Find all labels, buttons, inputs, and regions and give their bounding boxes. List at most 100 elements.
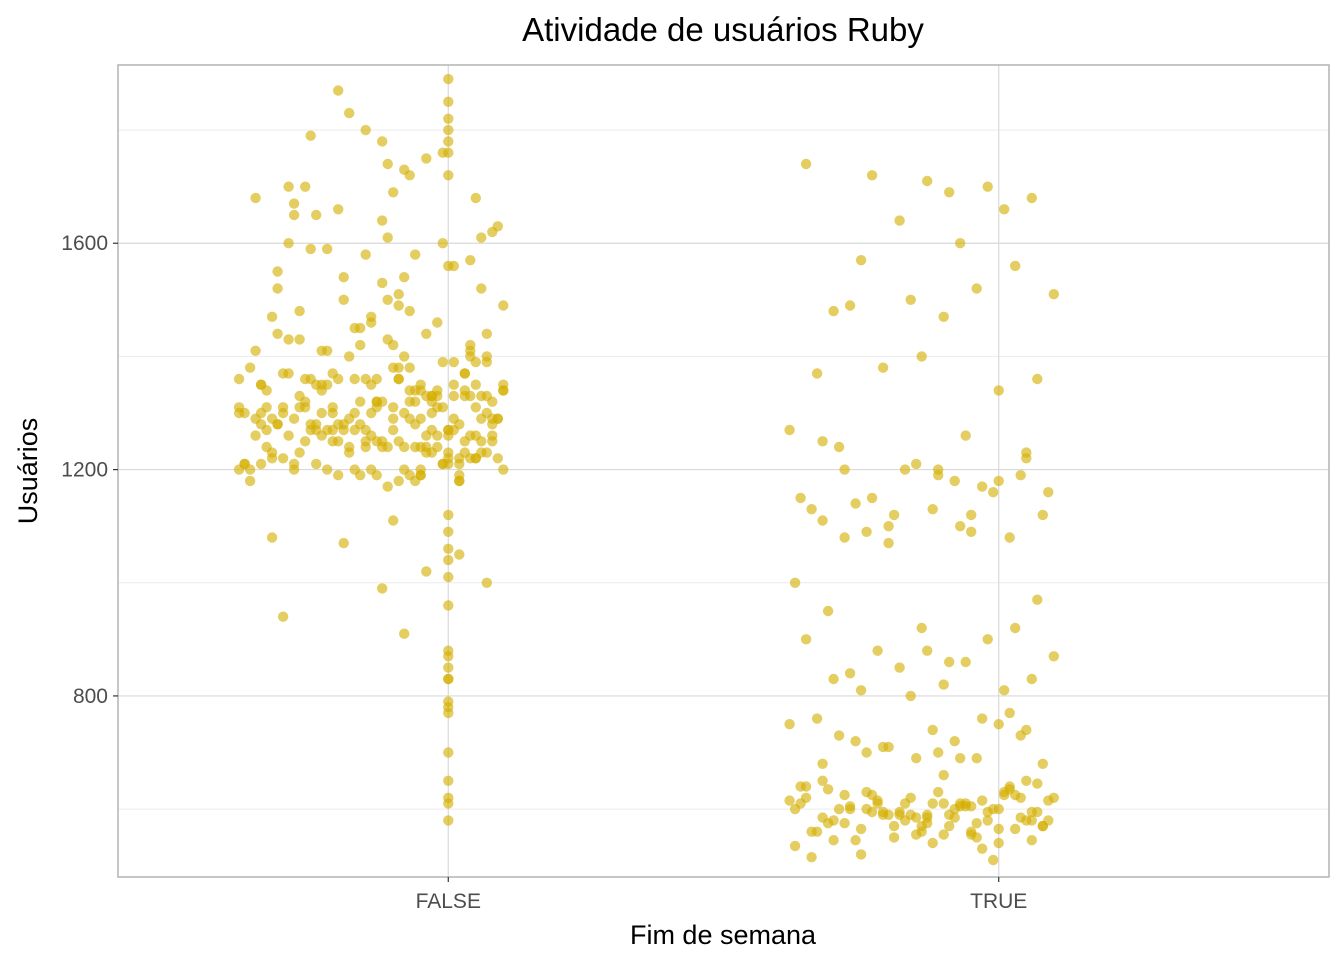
data-point: [971, 753, 982, 764]
data-point: [426, 390, 437, 402]
data-point: [294, 305, 305, 317]
data-point: [366, 430, 377, 441]
data-point: [338, 537, 349, 549]
data-point: [443, 458, 454, 470]
data-point: [977, 481, 988, 492]
data-point: [355, 419, 366, 430]
data-point: [922, 812, 933, 823]
data-point: [872, 645, 883, 656]
data-point: [905, 294, 916, 305]
data-point: [833, 730, 845, 741]
data-point: [465, 339, 476, 351]
data-point: [866, 789, 878, 801]
data-point: [888, 832, 900, 843]
data-point: [404, 305, 415, 317]
data-point: [266, 311, 278, 322]
data-point: [311, 419, 322, 430]
data-point: [944, 820, 955, 832]
data-point: [982, 634, 993, 645]
data-point: [872, 798, 883, 809]
data-point: [988, 854, 999, 866]
data-point: [993, 385, 1004, 396]
data-point: [1010, 260, 1021, 272]
data-point: [443, 124, 454, 136]
data-point: [421, 430, 432, 441]
data-point: [454, 470, 465, 481]
data-point: [1043, 487, 1054, 498]
data-point: [272, 328, 283, 339]
data-point: [922, 175, 933, 187]
data-point: [1026, 815, 1038, 826]
data-point: [866, 492, 878, 504]
data-point: [492, 453, 503, 464]
data-point: [344, 351, 355, 362]
data-point: [795, 798, 806, 809]
data-point: [877, 362, 889, 373]
data-point: [300, 181, 311, 192]
data-point: [806, 504, 817, 515]
data-point: [487, 413, 498, 424]
data-point: [999, 685, 1010, 696]
data-point: [498, 300, 509, 311]
data-point: [487, 430, 498, 441]
data-point: [1032, 594, 1043, 605]
data-point: [977, 795, 988, 806]
data-point: [855, 685, 867, 696]
data-point: [949, 736, 960, 747]
data-point: [1043, 795, 1054, 806]
data-point: [311, 209, 322, 221]
data-point: [448, 379, 459, 390]
data-point: [443, 673, 454, 685]
data-point: [1021, 775, 1032, 786]
data-point: [399, 464, 410, 475]
data-point: [366, 407, 377, 419]
data-point: [333, 85, 344, 96]
data-point: [933, 747, 944, 758]
data-point: [316, 385, 327, 396]
data-point: [432, 317, 443, 328]
x-tick-label: FALSE: [416, 890, 481, 913]
data-point: [244, 362, 256, 373]
data-point: [899, 798, 911, 809]
data-point: [883, 537, 894, 549]
x-axis-title: Fim de semana: [630, 920, 817, 950]
data-point: [443, 747, 454, 758]
data-point: [377, 436, 388, 447]
data-point: [349, 373, 360, 385]
data-point: [916, 622, 927, 634]
data-point: [789, 577, 801, 588]
data-point: [454, 549, 465, 560]
data-point: [966, 526, 977, 537]
data-point: [272, 266, 283, 277]
data-point: [899, 464, 911, 475]
data-point: [344, 107, 355, 119]
data-point: [1032, 778, 1043, 789]
data-point: [1048, 651, 1060, 662]
data-point: [844, 668, 856, 679]
data-point: [288, 198, 300, 209]
data-point: [927, 504, 938, 515]
data-point: [393, 373, 404, 385]
data-point: [443, 775, 454, 786]
data-point: [355, 339, 366, 351]
data-point: [399, 272, 410, 283]
data-point: [305, 130, 316, 141]
data-point: [470, 192, 481, 204]
data-point: [355, 470, 366, 481]
data-point: [922, 645, 933, 656]
data-point: [443, 113, 454, 125]
data-point: [382, 334, 393, 345]
data-point: [288, 458, 300, 470]
data-point: [443, 509, 454, 521]
data-point: [828, 835, 839, 846]
data-point: [944, 656, 955, 668]
data-point: [833, 441, 845, 453]
data-point: [443, 526, 454, 537]
data-point: [255, 458, 267, 470]
data-point: [333, 436, 344, 447]
data-point: [465, 390, 476, 402]
data-point: [481, 577, 492, 588]
data-point: [955, 238, 966, 249]
data-point: [850, 736, 861, 747]
y-tick-label: 1200: [61, 459, 108, 482]
